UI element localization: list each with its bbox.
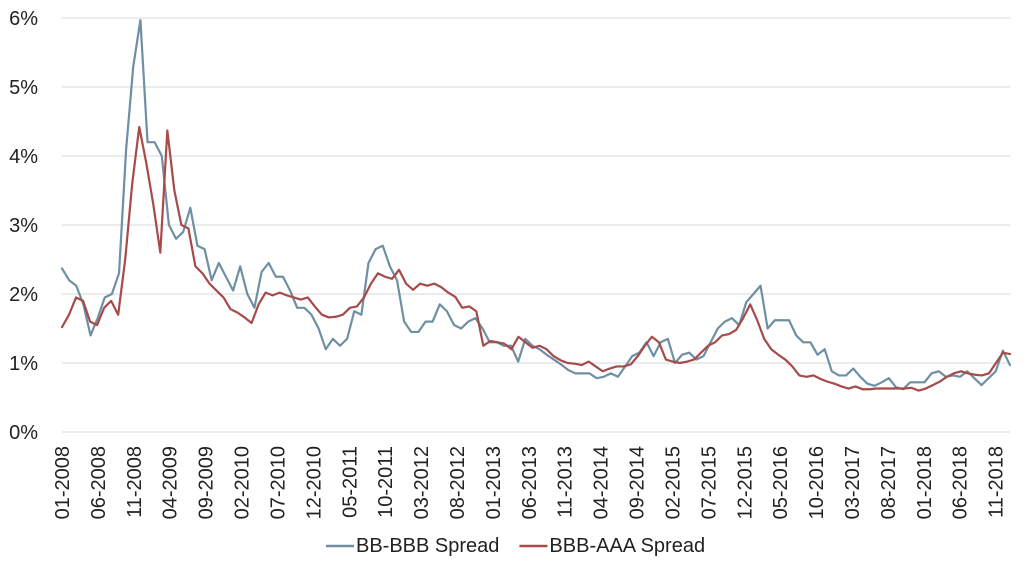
x-tick-label: 02-2010 (232, 446, 254, 519)
x-tick-label: 06-2018 (950, 446, 972, 519)
gridlines (62, 17, 1010, 433)
x-tick-label: 11-2013 (555, 446, 577, 518)
y-tick-label: 2% (9, 284, 38, 306)
x-tick-label: 10-2016 (806, 446, 828, 519)
x-tick-label: 04-2014 (591, 446, 613, 519)
x-tick-label: 01-2013 (483, 446, 505, 519)
x-tick-label: 06-2008 (88, 446, 110, 519)
y-tick-label: 0% (9, 422, 38, 444)
x-axis: 01-2008 06-2008 11-2008 04-2009 09-2009 02-20… (52, 446, 1008, 519)
y-tick-label: 6% (9, 8, 38, 30)
y-tick-label: 5% (9, 77, 38, 99)
x-tick-label: 07-2010 (267, 446, 289, 519)
legend-label: BBB-AAA Spread (549, 535, 705, 557)
x-tick-label: 06-2013 (519, 446, 541, 519)
series-lines (60, 18, 1012, 392)
x-tick-label: 08-2012 (447, 446, 469, 519)
y-tick-label: 1% (9, 353, 38, 375)
x-tick-label: 01-2018 (914, 446, 936, 519)
x-tick-label: 03-2012 (411, 446, 433, 519)
series-line-1 (60, 18, 1012, 391)
x-tick-label: 02-2015 (662, 446, 684, 519)
x-tick-label: 09-2014 (627, 446, 649, 519)
x-tick-label: 03-2017 (842, 446, 864, 519)
x-tick-label: 05-2011 (339, 446, 361, 518)
x-tick-label: 05-2016 (770, 446, 792, 519)
x-tick-label: 11-2018 (986, 446, 1008, 518)
x-tick-label: 11-2008 (124, 446, 146, 518)
x-tick-label: 10-2011 (375, 446, 397, 518)
x-tick-label: 12-2015 (734, 446, 756, 519)
x-tick-label: 09-2009 (196, 446, 218, 519)
x-tick-label: 12-2010 (303, 446, 325, 519)
y-tick-label: 4% (9, 146, 38, 168)
series-line-2 (60, 125, 1012, 392)
y-axis: 0% 1% 2% 3% 4% 5% 6% (9, 8, 38, 444)
x-tick-label: 08-2017 (878, 446, 900, 519)
x-tick-label: 04-2009 (160, 446, 182, 519)
y-tick-label: 3% (9, 215, 38, 237)
legend-label: BB-BBB Spread (356, 535, 499, 557)
x-tick-label: 01-2008 (52, 446, 74, 519)
legend: BB-BBB Spread BBB-AAA Spread (326, 535, 705, 557)
x-tick-label: 07-2015 (698, 446, 720, 519)
